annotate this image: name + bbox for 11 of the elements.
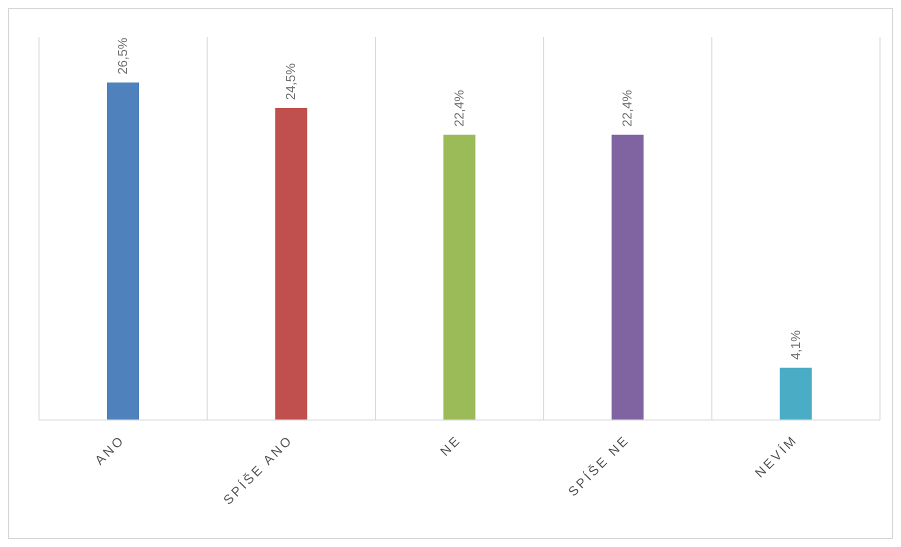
data-label: 24,5%: [283, 62, 298, 100]
data-label: 22,4%: [620, 89, 635, 127]
bar: [443, 134, 476, 420]
bar: [612, 134, 644, 420]
bar: [780, 368, 812, 420]
data-label: 26,5%: [115, 37, 130, 75]
x-tick-label: NE: [437, 432, 464, 459]
data-label: 22,4%: [451, 89, 466, 127]
data-label: 4,1%: [788, 330, 803, 360]
bar: [275, 108, 308, 420]
bar: [107, 82, 139, 420]
